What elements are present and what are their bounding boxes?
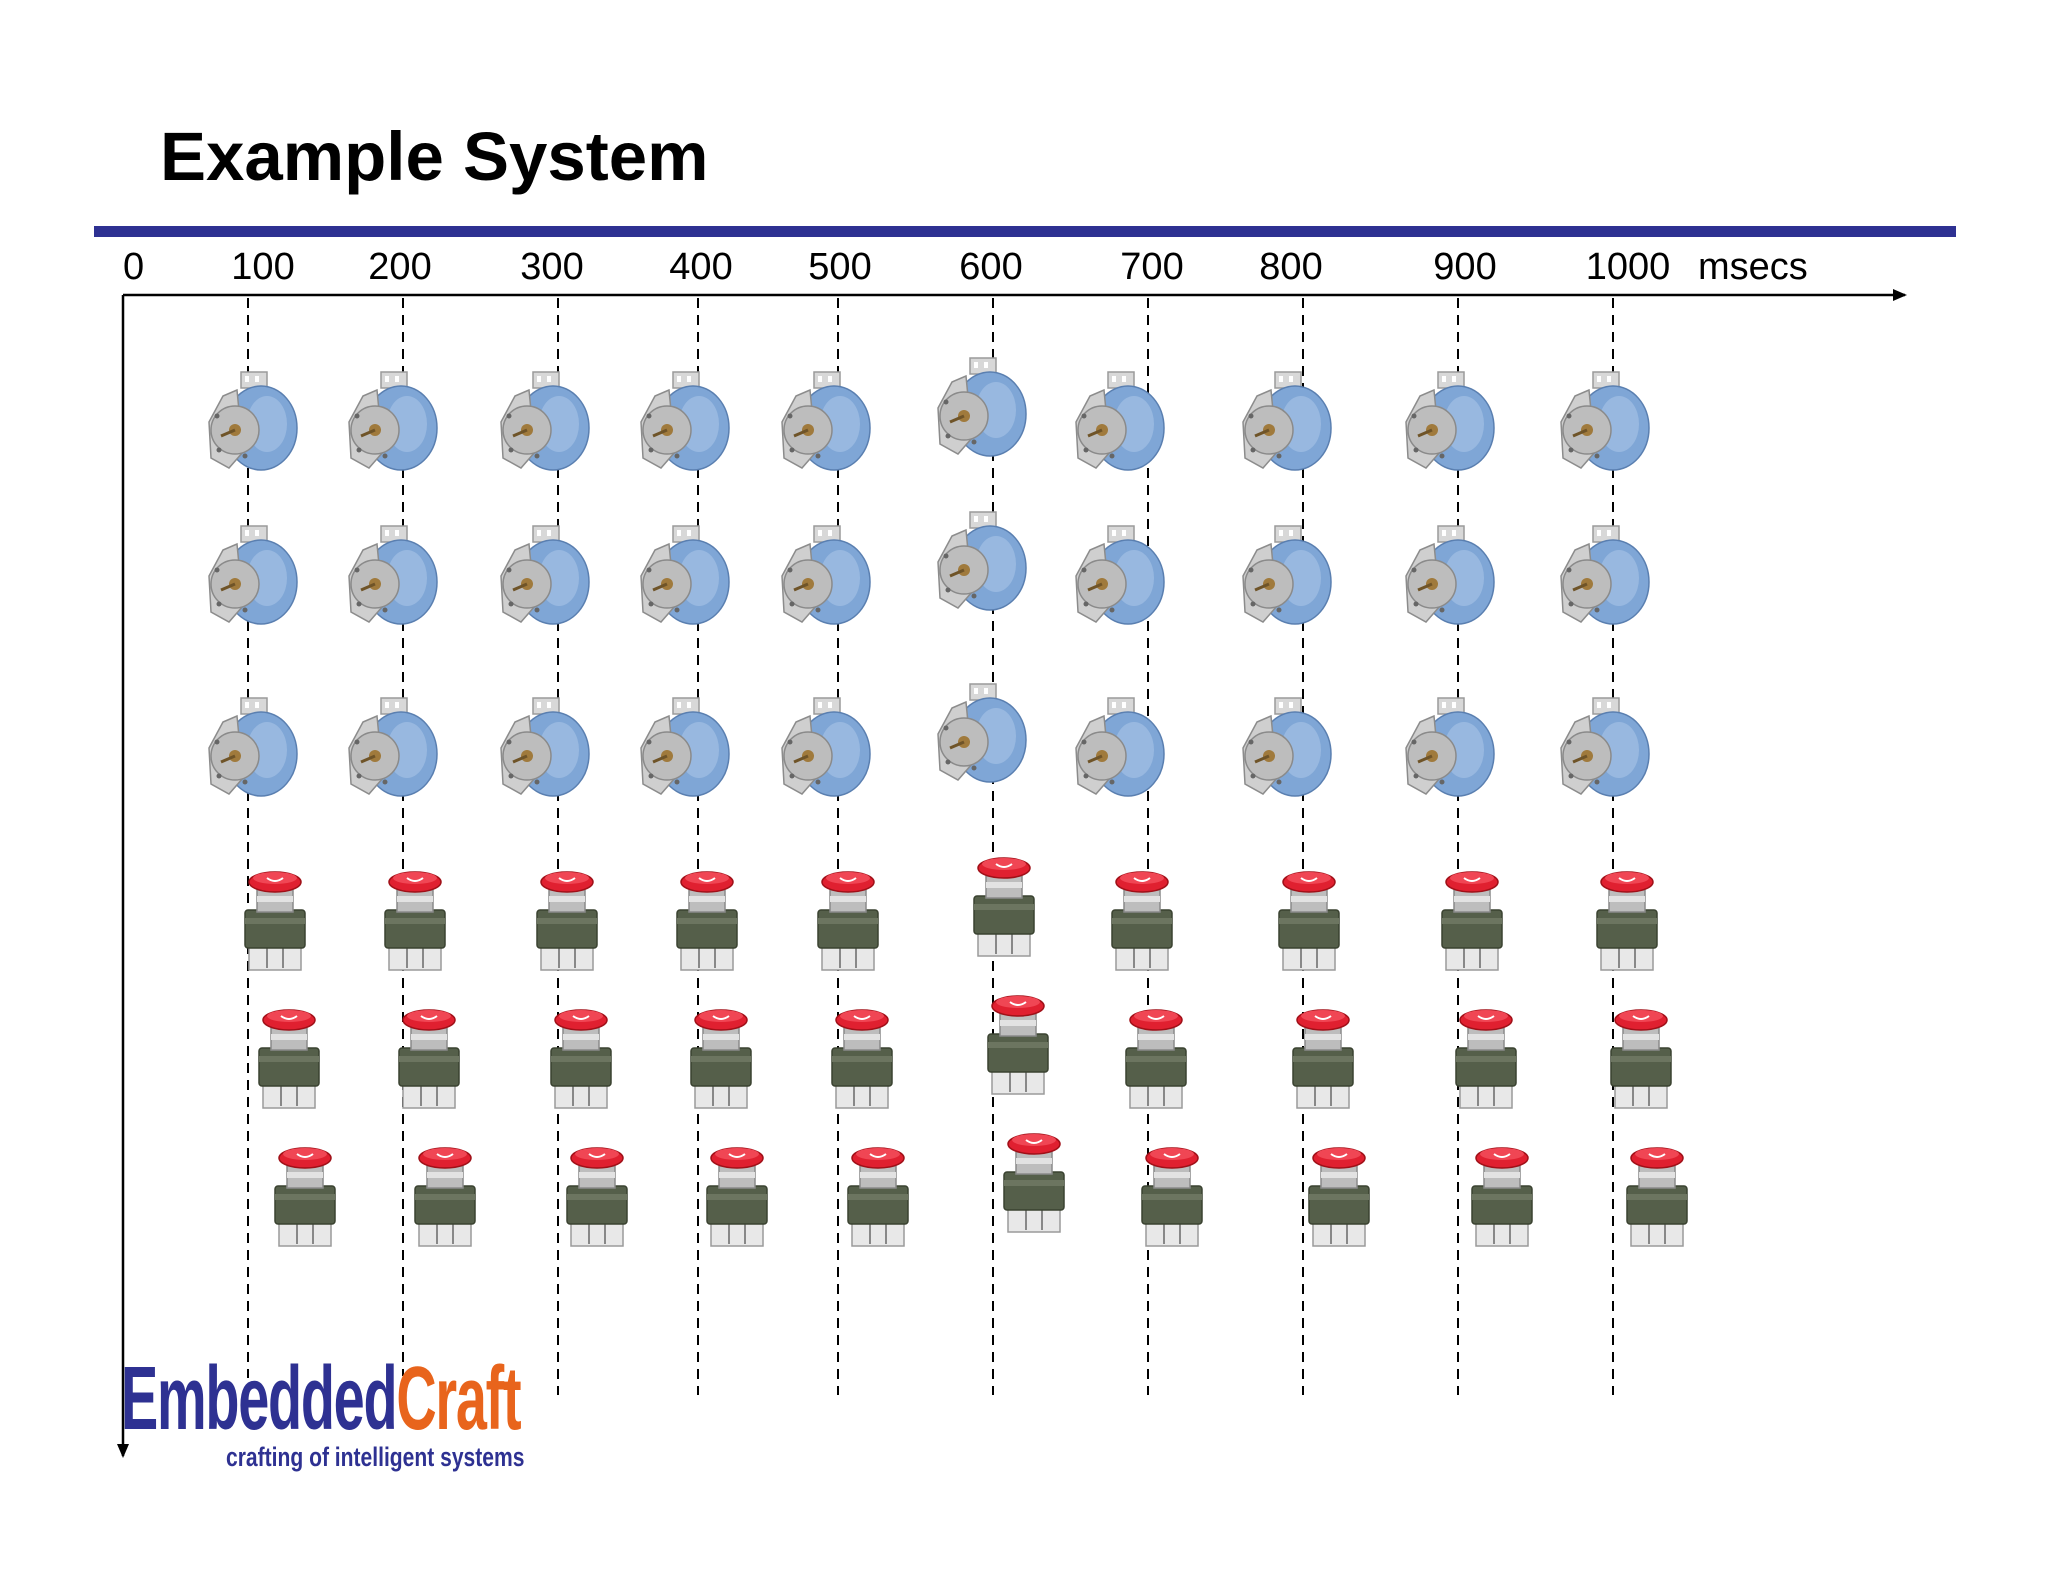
emergency-stop-button-icon bbox=[817, 871, 879, 971]
stepper-motor-icon bbox=[499, 370, 591, 472]
stepper-motor-icon bbox=[347, 370, 439, 472]
emergency-stop-button-icon bbox=[566, 1147, 628, 1247]
tick-label-900: 900 bbox=[1433, 246, 1496, 288]
emergency-stop-button-icon bbox=[1626, 1147, 1688, 1247]
stepper-motor-icon bbox=[347, 696, 439, 798]
stepper-motor-icon bbox=[1559, 370, 1651, 472]
stepper-motor-icon bbox=[1074, 524, 1166, 626]
emergency-stop-button-icon bbox=[1308, 1147, 1370, 1247]
title-rule bbox=[94, 226, 1956, 237]
emergency-stop-button-icon bbox=[398, 1009, 460, 1109]
emergency-stop-button-icon bbox=[1292, 1009, 1354, 1109]
logo-tagline: crafting of intelligent systems bbox=[226, 1442, 525, 1472]
tick-label-0: 0 bbox=[123, 246, 144, 288]
emergency-stop-button-icon bbox=[1596, 871, 1658, 971]
emergency-stop-button-icon bbox=[1455, 1009, 1517, 1109]
emergency-stop-button-icon bbox=[706, 1147, 768, 1247]
stepper-motor-icon bbox=[780, 696, 872, 798]
embeddedcraft-logo: EmbeddedCraft crafting of intelligent sy… bbox=[121, 1354, 524, 1474]
logo-wordmark: EmbeddedCraft bbox=[121, 1349, 522, 1449]
stepper-motor-icon bbox=[1241, 524, 1333, 626]
emergency-stop-button-icon bbox=[244, 871, 306, 971]
tick-guide-lines bbox=[247, 298, 1614, 1395]
emergency-stop-button-icon bbox=[676, 871, 738, 971]
stepper-motor-icon bbox=[639, 370, 731, 472]
tick-label-1000: 1000 bbox=[1586, 246, 1671, 288]
stepper-motor-icon bbox=[1559, 696, 1651, 798]
emergency-stop-button-icon bbox=[550, 1009, 612, 1109]
slide-title: Example System bbox=[160, 118, 709, 195]
emergency-stop-button-icon bbox=[258, 1009, 320, 1109]
tick-label-100: 100 bbox=[231, 246, 294, 288]
stepper-motor-icon bbox=[347, 524, 439, 626]
stepper-motor-icon bbox=[936, 682, 1028, 784]
emergency-stop-button-icon bbox=[831, 1009, 893, 1109]
stepper-motor-icon bbox=[207, 696, 299, 798]
stepper-motor-icon bbox=[1404, 370, 1496, 472]
stepper-motor-icon bbox=[499, 524, 591, 626]
emergency-stop-button-icon bbox=[690, 1009, 752, 1109]
stepper-motor-icon bbox=[936, 510, 1028, 612]
stepper-motor-icon bbox=[936, 356, 1028, 458]
tick-label-400: 400 bbox=[669, 246, 732, 288]
tick-label-500: 500 bbox=[808, 246, 871, 288]
emergency-stop-button-icon bbox=[414, 1147, 476, 1247]
emergency-stop-button-icon bbox=[973, 857, 1035, 957]
stepper-motor-icon bbox=[1074, 370, 1166, 472]
stepper-motor-icon bbox=[1241, 370, 1333, 472]
emergency-stop-button-icon bbox=[536, 871, 598, 971]
emergency-stop-button-icon bbox=[1471, 1147, 1533, 1247]
stepper-motor-icon bbox=[639, 696, 731, 798]
tick-label-600: 600 bbox=[959, 246, 1022, 288]
stepper-motor-icon bbox=[780, 524, 872, 626]
stepper-motor-icon bbox=[499, 696, 591, 798]
emergency-stop-button-icon bbox=[1441, 871, 1503, 971]
emergency-stop-button-icon bbox=[384, 871, 446, 971]
time-unit-label: msecs bbox=[1698, 246, 1808, 288]
device-grid bbox=[207, 356, 1688, 1247]
stepper-motor-icon bbox=[1241, 696, 1333, 798]
emergency-stop-button-icon bbox=[1003, 1133, 1065, 1233]
stepper-motor-icon bbox=[207, 524, 299, 626]
stepper-motor-icon bbox=[1074, 696, 1166, 798]
emergency-stop-button-icon bbox=[1111, 871, 1173, 971]
emergency-stop-button-icon bbox=[987, 995, 1049, 1095]
emergency-stop-button-icon bbox=[274, 1147, 336, 1247]
emergency-stop-button-icon bbox=[1610, 1009, 1672, 1109]
stepper-motor-icon bbox=[780, 370, 872, 472]
tick-label-200: 200 bbox=[368, 246, 431, 288]
stepper-motor-icon bbox=[639, 524, 731, 626]
tick-label-700: 700 bbox=[1120, 246, 1183, 288]
emergency-stop-button-icon bbox=[1278, 871, 1340, 971]
stepper-motor-icon bbox=[1404, 524, 1496, 626]
stepper-motor-icon bbox=[1404, 696, 1496, 798]
stepper-motor-icon bbox=[207, 370, 299, 472]
tick-label-300: 300 bbox=[520, 246, 583, 288]
tick-label-800: 800 bbox=[1259, 246, 1322, 288]
emergency-stop-button-icon bbox=[1141, 1147, 1203, 1247]
emergency-stop-button-icon bbox=[1125, 1009, 1187, 1109]
emergency-stop-button-icon bbox=[847, 1147, 909, 1247]
stepper-motor-icon bbox=[1559, 524, 1651, 626]
